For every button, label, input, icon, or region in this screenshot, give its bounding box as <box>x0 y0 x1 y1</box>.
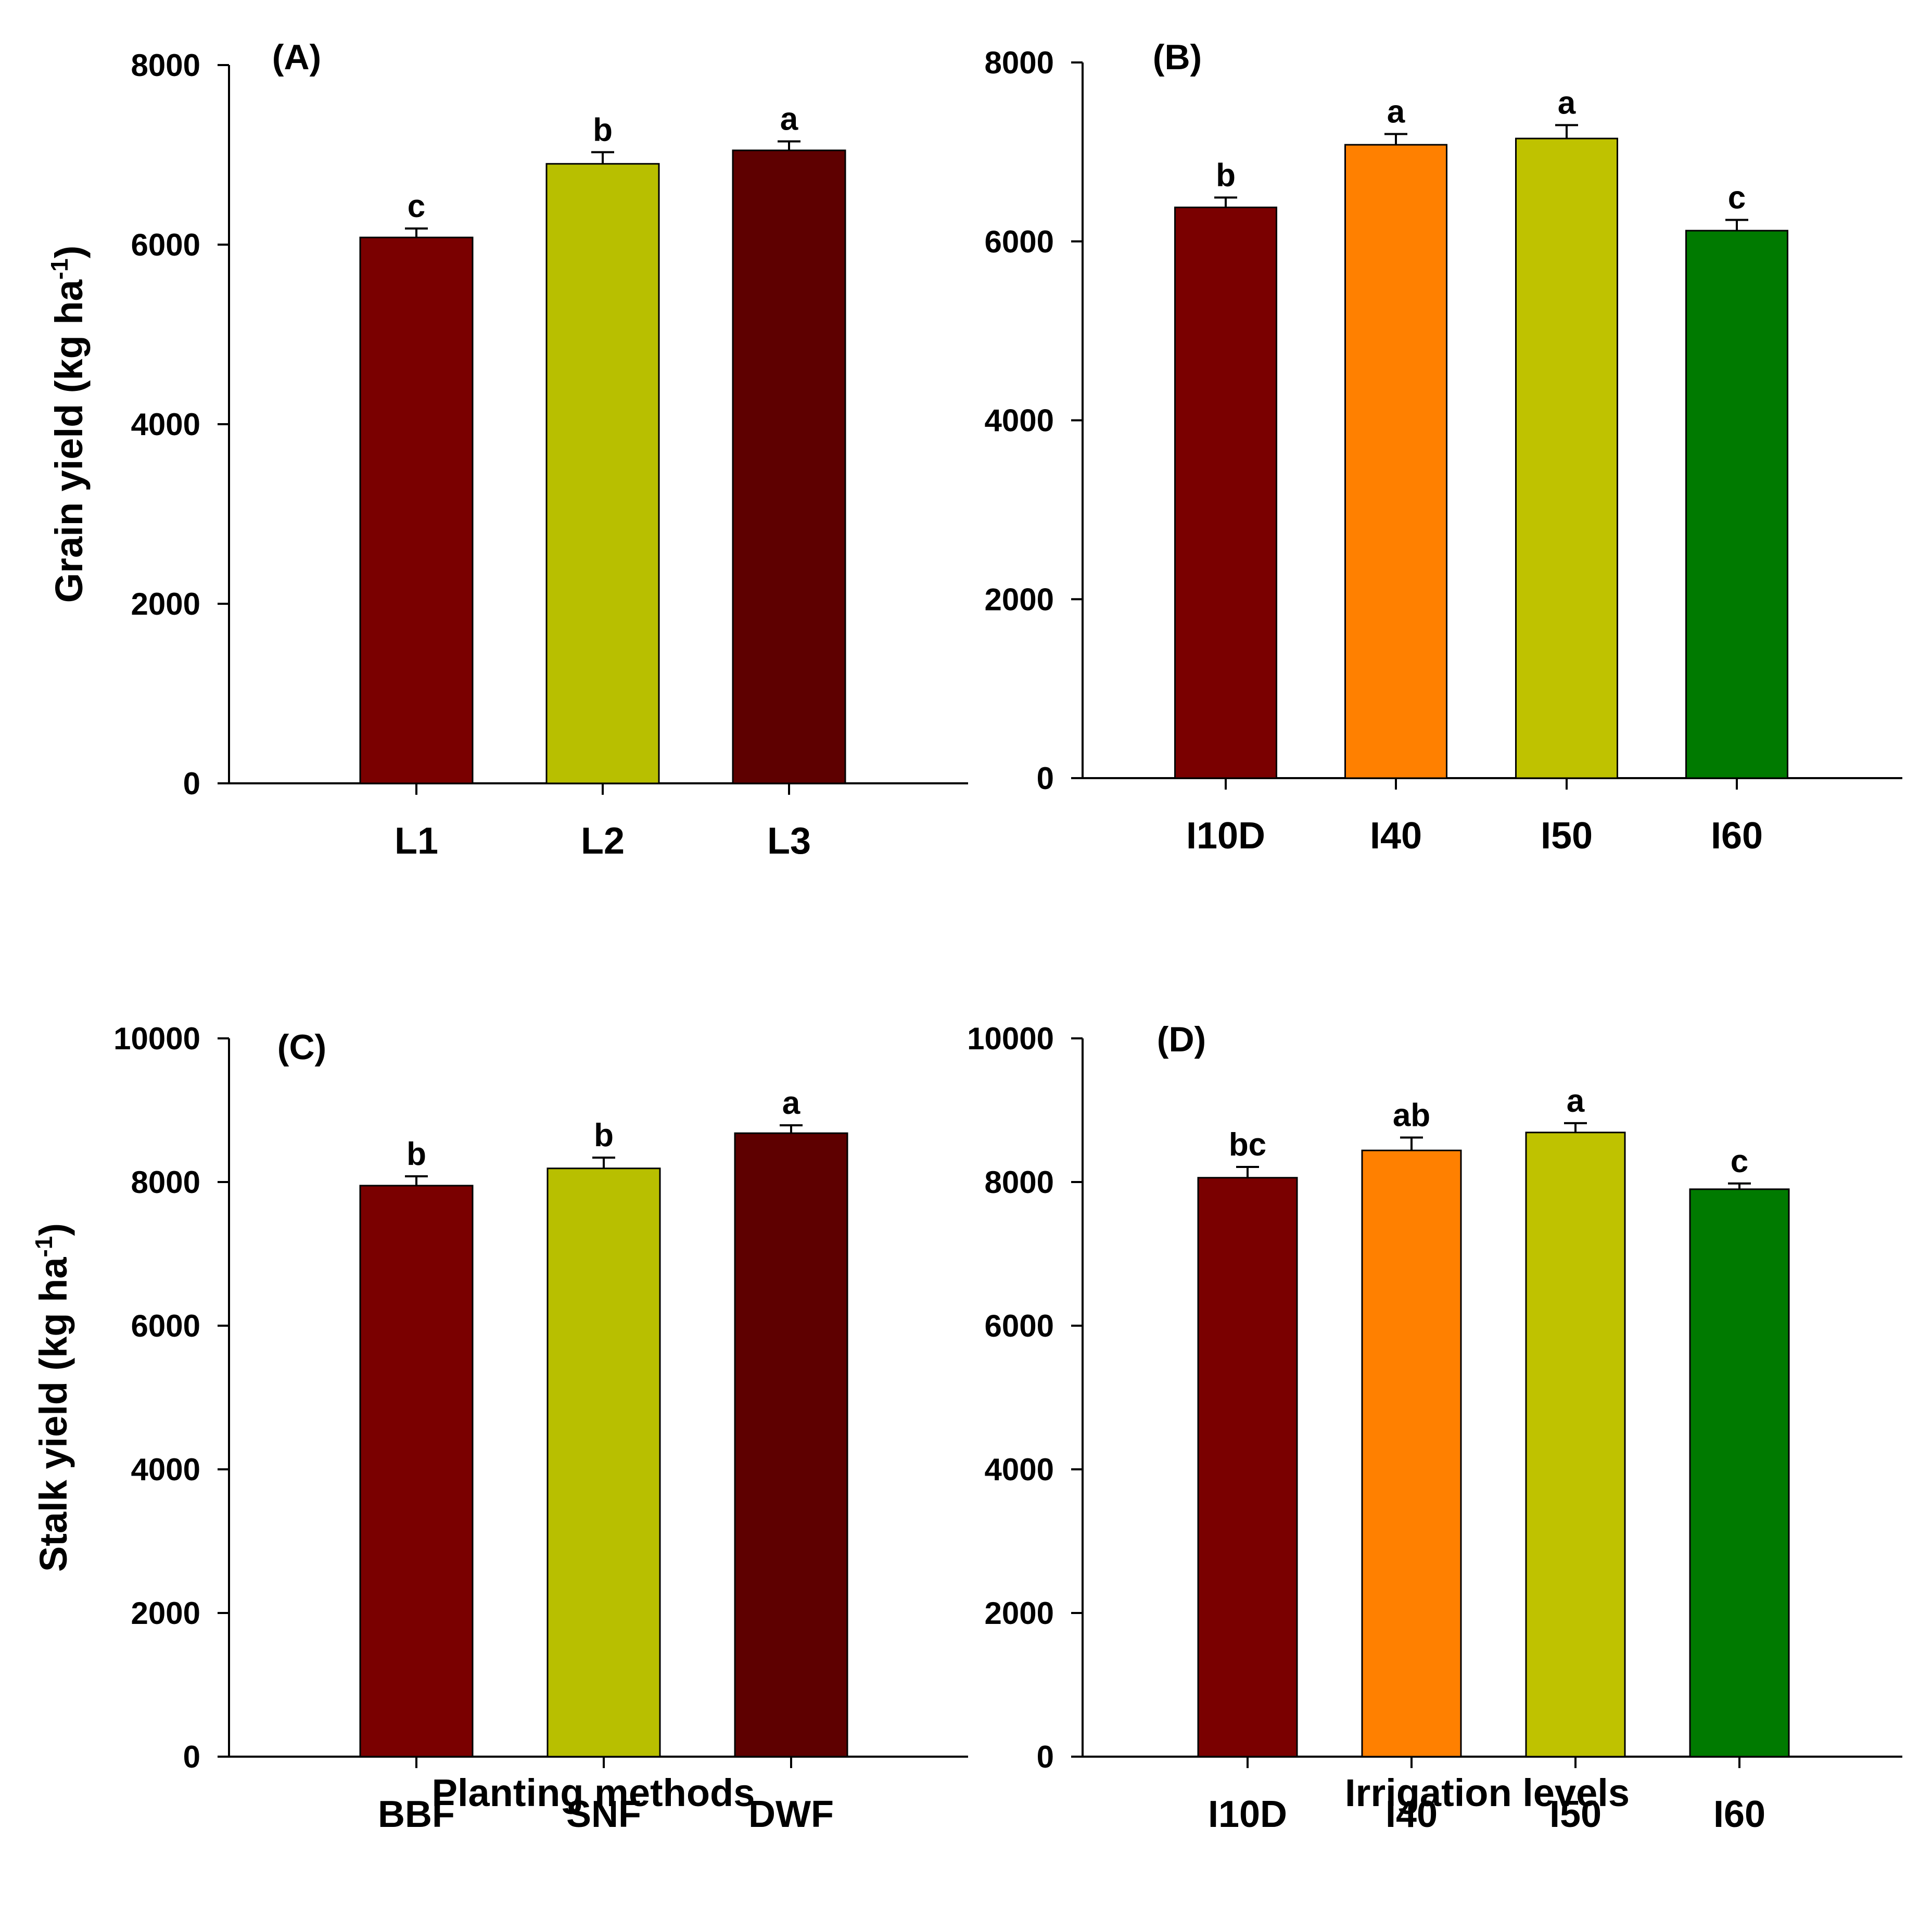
y-axis-title-end: ) <box>47 246 91 259</box>
bar-i50 <box>1515 137 1618 779</box>
bar-i50 <box>1525 1132 1626 1758</box>
y-axis-title-sup: -1 <box>30 1236 57 1258</box>
bar-i40 <box>1361 1149 1462 1758</box>
bar-l2 <box>545 163 660 784</box>
x-tick-label: I50 <box>1541 815 1593 857</box>
chart-panel-c: 0 2000 4000 6000 8000 10000 b BBF b SNF a DWF (C) Sta… <box>30 1021 968 1835</box>
x-tick-label: I60 <box>1713 1794 1765 1835</box>
x-tick-label: I10D <box>1186 815 1265 857</box>
y-tick-label: 2000 <box>985 582 1054 617</box>
error-bar <box>1555 124 1578 139</box>
bar-l3 <box>732 149 846 784</box>
error-bar <box>1728 1182 1751 1189</box>
error-bar <box>591 151 614 164</box>
significance-label: c <box>1731 1144 1748 1179</box>
significance-label: b <box>1216 158 1236 194</box>
y-tick-label: 4000 <box>985 1452 1054 1487</box>
y-tick-label: 4000 <box>131 407 200 442</box>
x-tick-label: I10D <box>1208 1794 1287 1835</box>
y-axis-title-main: Grain yield (kg ha <box>47 279 91 603</box>
significance-label: bc <box>1229 1127 1266 1163</box>
y-tick-label: 4000 <box>985 403 1054 438</box>
error-bar <box>1564 1122 1587 1133</box>
bar-dwf <box>734 1132 848 1758</box>
y-tick-label: 8000 <box>985 1165 1054 1200</box>
y-tick-label: 10000 <box>967 1021 1054 1056</box>
x-tick-label: L2 <box>581 820 625 862</box>
error-bar <box>405 1175 428 1186</box>
y-tick-label: 8000 <box>985 45 1054 80</box>
bar-bbf <box>359 1185 474 1758</box>
panel-label: (D) <box>1157 1020 1206 1059</box>
y-tick-label: 2000 <box>985 1596 1054 1631</box>
bar-i40 <box>1344 144 1447 779</box>
chart-panel-b: 0 2000 4000 6000 8000 b I10D a I40 a I50 c I60 (B) <box>985 37 1902 857</box>
x-tick-label: I60 <box>1711 815 1763 857</box>
chart-panel-d: 0 2000 4000 6000 8000 10000 bc I10D ab I40 a I50 c I6… <box>967 1020 1902 1835</box>
panel-label: (C) <box>277 1027 326 1067</box>
bar-i60 <box>1689 1188 1790 1758</box>
error-bar <box>1236 1166 1259 1178</box>
y-tick-label: 8000 <box>131 1165 200 1200</box>
bar-snf <box>546 1167 661 1758</box>
x-tick-label: L3 <box>767 820 811 862</box>
panel-label: (B) <box>1153 37 1202 77</box>
bar-i10d <box>1174 206 1277 779</box>
significance-label: b <box>406 1136 426 1172</box>
significance-label: b <box>593 112 613 148</box>
significance-label: a <box>780 101 798 137</box>
significance-label: a <box>1558 85 1576 121</box>
y-axis-title: Stalk yield (kg ha-1) <box>30 1223 75 1572</box>
error-bar <box>1214 196 1237 208</box>
bar-i10d <box>1197 1177 1298 1758</box>
bar-l1 <box>359 236 474 784</box>
significance-label: a <box>1567 1083 1585 1119</box>
y-tick-label: 10000 <box>113 1021 200 1056</box>
chart-panel-a: 0 2000 4000 6000 8000 c L1 b L2 a L3 (A) Grain yield… <box>46 37 968 862</box>
significance-label: a <box>1387 94 1405 130</box>
y-tick-label: 2000 <box>131 1596 200 1631</box>
y-tick-label: 2000 <box>131 587 200 621</box>
y-tick-label: 0 <box>183 1739 200 1774</box>
y-tick-label: 6000 <box>131 1309 200 1343</box>
y-tick-label: 6000 <box>985 224 1054 259</box>
x-tick-label: L1 <box>395 820 438 862</box>
error-bar <box>1384 133 1407 145</box>
x-tick-label: SNF <box>566 1794 641 1835</box>
y-axis-title: Grain yield (kg ha-1) <box>46 246 91 603</box>
error-bar <box>780 1124 803 1134</box>
x-axis-title: Irrigation levels <box>1345 1771 1630 1814</box>
significance-label: c <box>1728 180 1746 216</box>
y-tick-label: 8000 <box>131 48 200 83</box>
y-axis-title-sup: -1 <box>46 258 73 280</box>
significance-label: ab <box>1393 1097 1430 1133</box>
significance-label: a <box>782 1085 800 1121</box>
error-bar <box>405 227 428 238</box>
x-axis-title: Planting methods <box>432 1771 755 1814</box>
significance-label: c <box>408 188 425 224</box>
y-axis-title-end: ) <box>32 1223 75 1236</box>
y-tick-label: 0 <box>1037 761 1054 796</box>
bar-i60 <box>1685 230 1788 779</box>
x-tick-label: I40 <box>1370 815 1422 857</box>
y-tick-label: 6000 <box>985 1309 1054 1343</box>
x-tick-label: BBF <box>378 1794 455 1835</box>
error-bar <box>1400 1136 1423 1151</box>
x-tick-label: DWF <box>748 1794 834 1835</box>
significance-label: b <box>594 1117 614 1153</box>
error-bar <box>778 140 800 150</box>
y-tick-label: 0 <box>183 766 200 801</box>
error-bar <box>1725 219 1748 231</box>
y-tick-label: 4000 <box>131 1452 200 1487</box>
x-tick-label: I40 <box>1386 1794 1438 1835</box>
y-axis-title-main: Stalk yield (kg ha <box>32 1257 75 1572</box>
panel-label: (A) <box>272 37 321 77</box>
y-tick-label: 6000 <box>131 227 200 262</box>
y-tick-label: 0 <box>1037 1739 1054 1774</box>
x-tick-label: I50 <box>1549 1794 1601 1835</box>
error-bar <box>592 1157 615 1168</box>
